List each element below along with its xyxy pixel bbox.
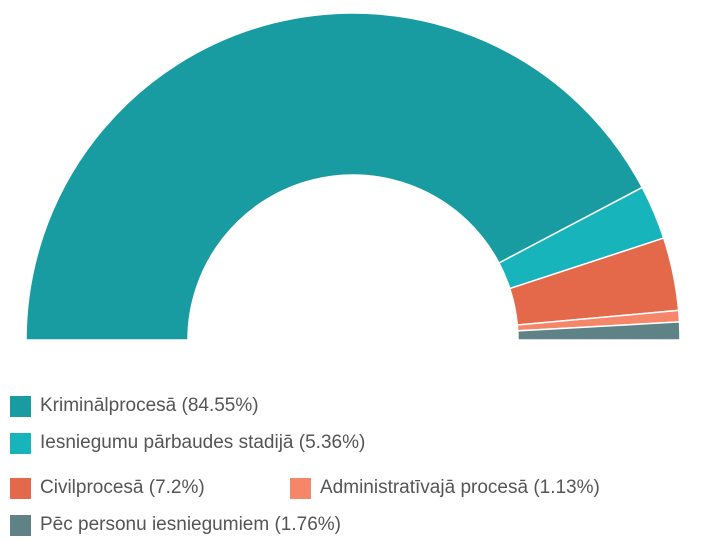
- legend-label: Civilprocesā (7.2%): [40, 477, 205, 498]
- chart: [25, 12, 681, 341]
- legend-swatch: [10, 395, 31, 417]
- legend-item: Iesniegumu pārbaudes stadijā (5.36%): [10, 432, 365, 454]
- legend-label: Pēc personu iesniegumiem (1.76%): [40, 514, 341, 535]
- legend-swatch: [10, 514, 31, 536]
- legend-label: Kriminālprocesā (84.55%): [40, 395, 259, 416]
- legend-swatch: [10, 477, 31, 499]
- legend-item: Kriminālprocesā (84.55%): [10, 395, 259, 417]
- legend-item: Pēc personu iesniegumiem (1.76%): [10, 514, 341, 536]
- legend-swatch: [10, 432, 31, 454]
- legend-label: Iesniegumu pārbaudes stadijā (5.36%): [40, 432, 366, 453]
- legend-item: Administratīvajā procesā (1.13%): [290, 477, 600, 499]
- legend-label: Administratīvajā procesā (1.13%): [320, 477, 600, 498]
- slice: [25, 12, 644, 341]
- legend-swatch: [290, 477, 311, 499]
- legend-item: Civilprocesā (7.2%): [10, 477, 205, 499]
- slice: [516, 321, 681, 341]
